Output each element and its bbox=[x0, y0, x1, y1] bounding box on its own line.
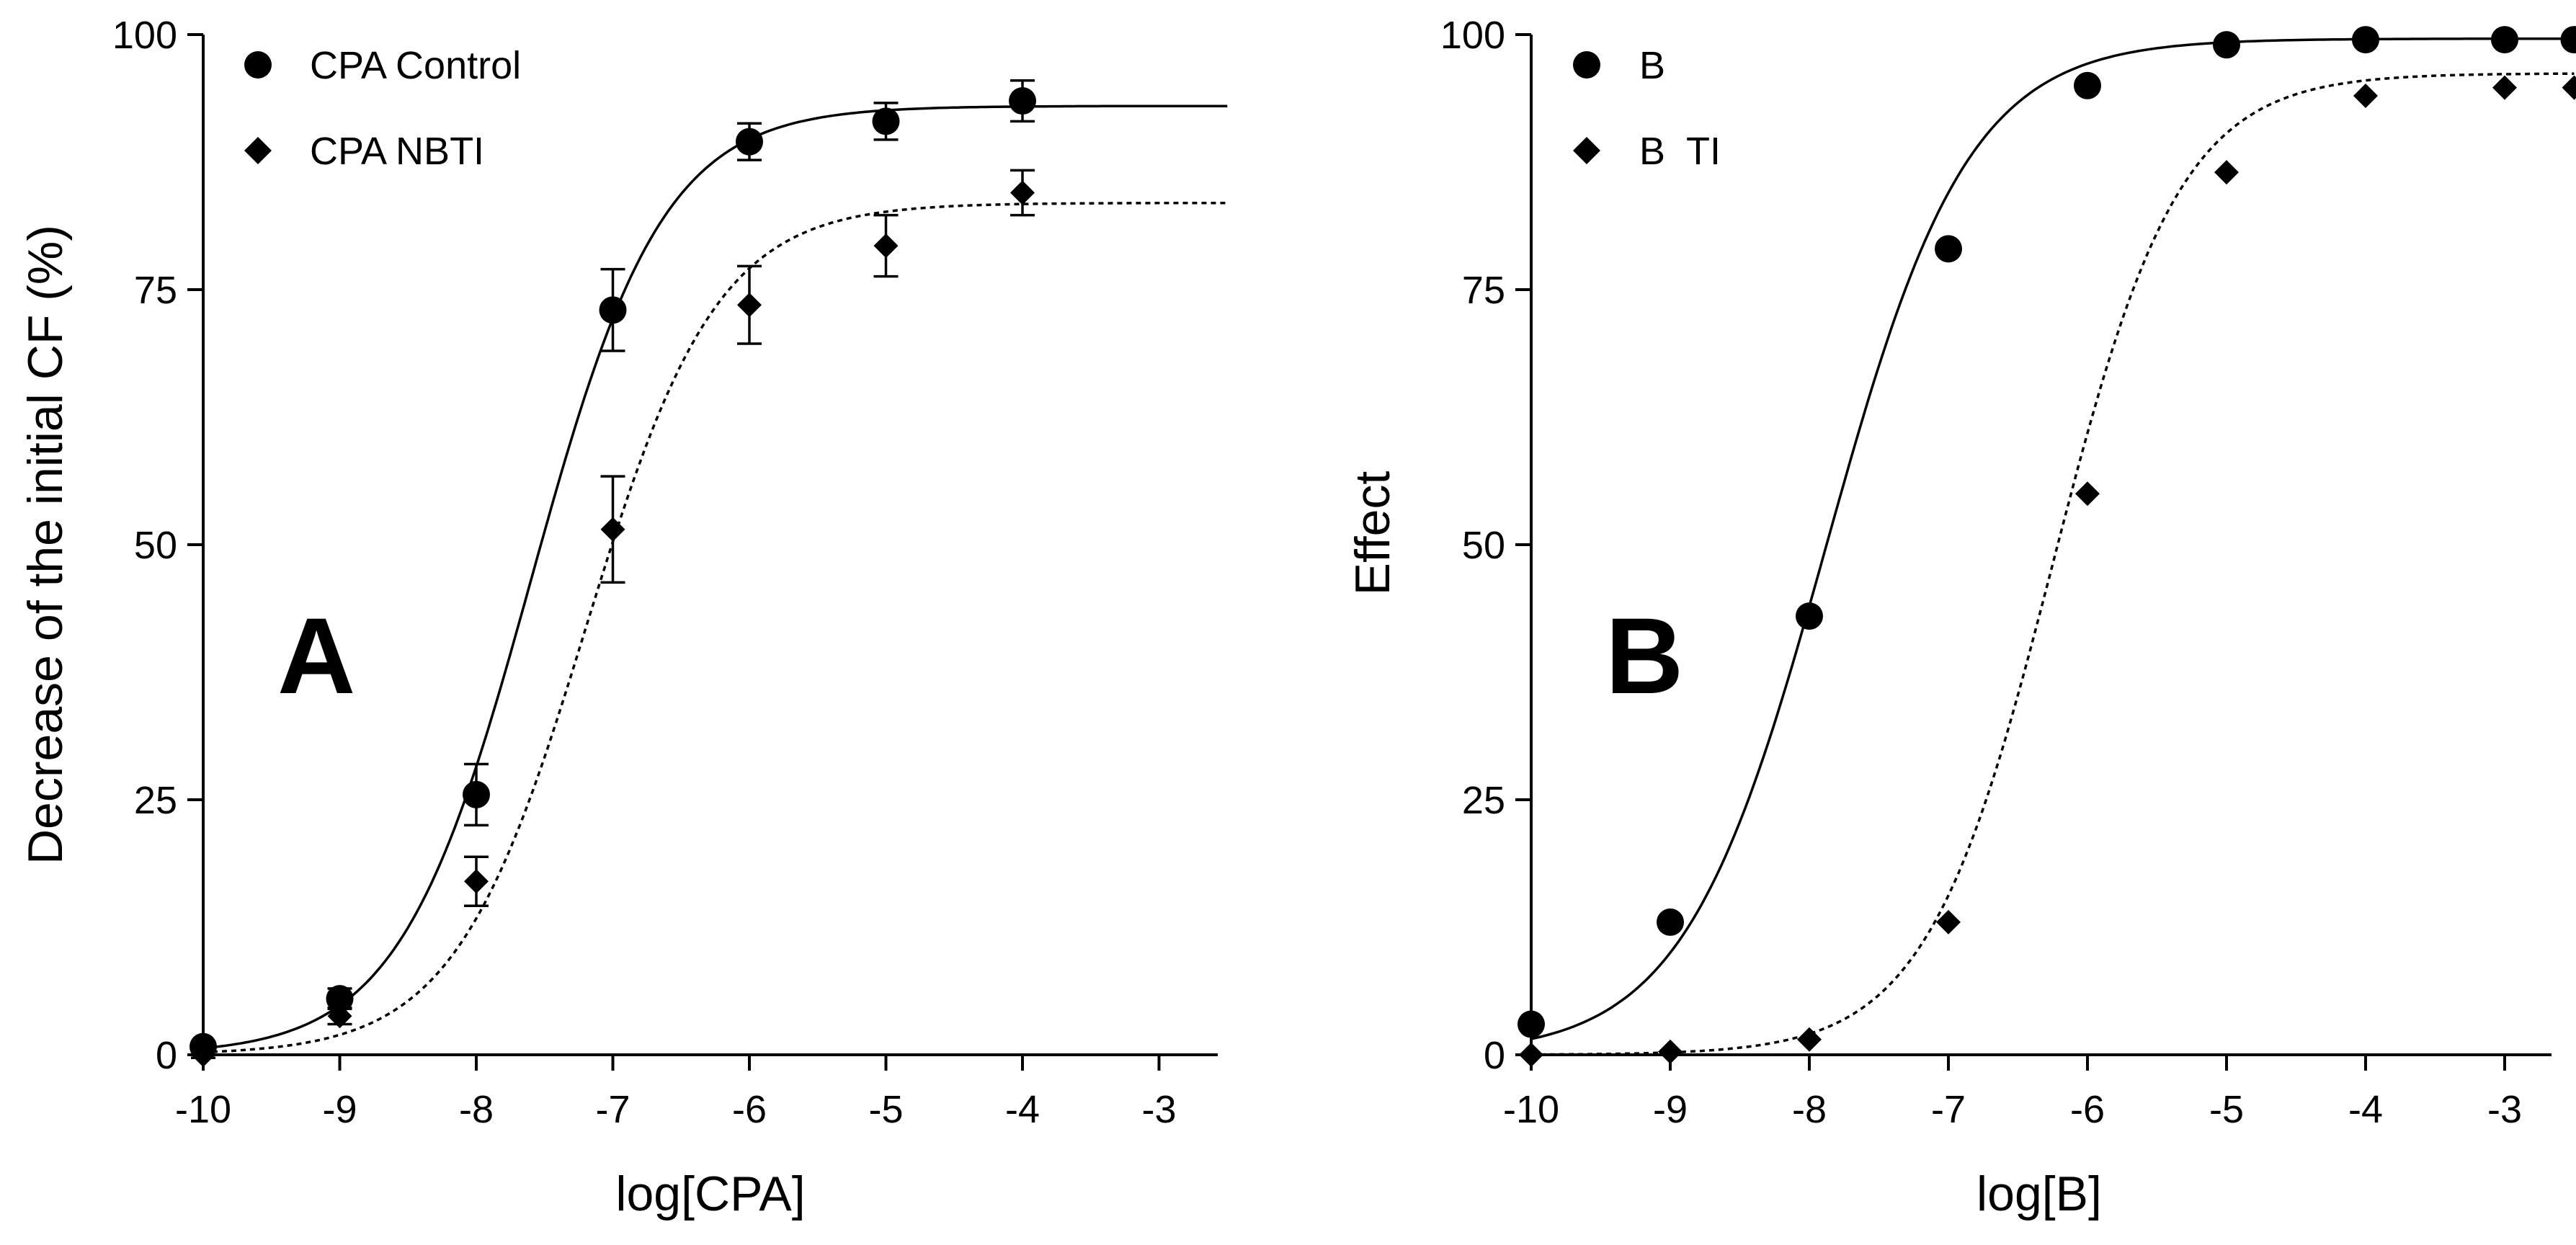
panel-b-legend: B B TI bbox=[1573, 44, 1721, 173]
data-point-diamond bbox=[1936, 909, 1961, 934]
x-tick-label: -4 bbox=[1005, 1088, 1040, 1131]
data-point-circle bbox=[1935, 235, 1962, 263]
y-tick-label: 50 bbox=[134, 524, 177, 567]
data-point-circle bbox=[1009, 87, 1036, 115]
y-tick-label: 25 bbox=[134, 779, 177, 822]
panel-b-fit-curves bbox=[1530, 37, 2575, 1056]
panel-b-x-ticks: -10 -9 -8 -7 -6 -5 -4 -3 bbox=[1503, 1055, 2522, 1131]
data-point-diamond bbox=[191, 1043, 215, 1067]
panel-a-legend: CPA Control CPA NBTI bbox=[244, 44, 521, 173]
data-point-circle bbox=[2560, 26, 2576, 54]
x-tick-label: -7 bbox=[1931, 1088, 1966, 1131]
x-tick-label: -6 bbox=[2070, 1088, 2105, 1131]
x-tick-label: -9 bbox=[322, 1088, 357, 1131]
panel-b-y-ticks: 0 25 50 75 100 bbox=[1440, 14, 1531, 1077]
panel-a-x-axis-title: log[CPA] bbox=[615, 1166, 805, 1221]
legend-diamond-marker bbox=[244, 137, 272, 164]
data-point-diamond bbox=[873, 233, 899, 259]
data-point-circle bbox=[2213, 31, 2240, 59]
legend-diamond-marker bbox=[1573, 137, 1600, 164]
data-point-diamond bbox=[2075, 481, 2100, 507]
x-tick-label: -3 bbox=[2487, 1088, 2522, 1131]
y-tick-label: 50 bbox=[1462, 524, 1505, 567]
x-tick-label: -5 bbox=[868, 1088, 903, 1131]
fit-curve-dotted bbox=[1531, 72, 2575, 1056]
panel-b-letter: B bbox=[1605, 595, 1683, 716]
y-tick-label: 75 bbox=[1462, 269, 1505, 312]
data-point-circle bbox=[1796, 602, 1823, 630]
fit-curve-solid bbox=[202, 104, 1228, 1050]
x-tick-label: -9 bbox=[1653, 1088, 1688, 1131]
data-point-circle bbox=[1657, 908, 1684, 936]
panel-b-x-axis-title: log[B] bbox=[1976, 1166, 2102, 1221]
data-point-circle bbox=[2074, 71, 2101, 99]
data-point-diamond bbox=[600, 517, 625, 542]
legend-label-b: B bbox=[1639, 44, 1665, 87]
y-tick-label: 100 bbox=[112, 14, 177, 57]
panel-a-y-axis-title: Decrease of the initial CF (%) bbox=[18, 225, 73, 865]
data-point-diamond bbox=[2353, 83, 2378, 108]
x-tick-label: -4 bbox=[2348, 1088, 2383, 1131]
data-point-diamond bbox=[2562, 75, 2576, 100]
data-point-circle bbox=[736, 128, 763, 156]
data-point-circle bbox=[2491, 26, 2518, 54]
legend-label-b-ti: B TI bbox=[1639, 130, 1721, 173]
panel-a-y-ticks: 0 25 50 75 100 bbox=[112, 14, 203, 1077]
legend-circle-marker bbox=[1573, 51, 1600, 79]
x-tick-label: -3 bbox=[1141, 1088, 1176, 1131]
panel-b-data-points bbox=[1517, 26, 2576, 1067]
fit-curve-dotted bbox=[202, 201, 1228, 1054]
data-point-diamond bbox=[1797, 1027, 1822, 1052]
data-point-circle bbox=[599, 296, 627, 324]
legend-label-cpa-control: CPA Control bbox=[310, 44, 521, 87]
data-point-diamond bbox=[464, 869, 489, 894]
y-tick-label: 0 bbox=[1484, 1034, 1505, 1077]
data-point-circle bbox=[872, 107, 900, 135]
panel-a-x-ticks: -10 -9 -8 -7 -6 -5 -4 -3 bbox=[175, 1055, 1177, 1131]
data-point-diamond bbox=[1010, 180, 1035, 205]
data-point-circle bbox=[1517, 1010, 1545, 1038]
panel-a-letter: A bbox=[277, 595, 355, 716]
panel-a-fit-curves bbox=[202, 104, 1228, 1054]
x-tick-label: -10 bbox=[175, 1088, 231, 1131]
x-tick-label: -7 bbox=[595, 1088, 630, 1131]
panel-b-chart: 0 25 50 75 100 -10 -9 -8 -7 -6 -5 -4 -3 log[B] Effe… bbox=[1345, 14, 2576, 1221]
data-point-diamond bbox=[1658, 1039, 1683, 1064]
panel-a-chart: 0 25 50 75 100 -10 -9 -8 -7 -6 -5 -4 -3 log[CPA] De… bbox=[18, 14, 1228, 1221]
panel-b-y-axis-title: Effect bbox=[1345, 471, 1400, 596]
x-tick-label: -5 bbox=[2209, 1088, 2244, 1131]
y-tick-label: 75 bbox=[134, 269, 177, 312]
data-point-circle bbox=[326, 985, 354, 1013]
y-tick-label: 100 bbox=[1440, 14, 1505, 57]
y-tick-label: 0 bbox=[156, 1034, 177, 1077]
panel-a-error-bars bbox=[191, 79, 1035, 1059]
data-point-circle bbox=[463, 780, 490, 808]
data-point-circle bbox=[2352, 26, 2379, 54]
data-point-diamond bbox=[1519, 1043, 1543, 1067]
data-point-diamond bbox=[2492, 75, 2517, 100]
x-tick-label: -10 bbox=[1503, 1088, 1559, 1131]
y-tick-label: 25 bbox=[1462, 779, 1505, 822]
data-point-diamond bbox=[2214, 160, 2239, 185]
data-point-diamond bbox=[737, 293, 762, 318]
x-tick-label: -8 bbox=[1792, 1088, 1827, 1131]
panel-a-data-points bbox=[190, 87, 1036, 1067]
x-tick-label: -6 bbox=[732, 1088, 767, 1131]
data-point-diamond bbox=[327, 1004, 352, 1029]
legend-label-cpa-nbti: CPA NBTI bbox=[310, 130, 484, 173]
x-tick-label: -8 bbox=[459, 1088, 494, 1131]
legend-circle-marker bbox=[244, 51, 272, 79]
fit-curve-solid bbox=[1530, 37, 2575, 1040]
